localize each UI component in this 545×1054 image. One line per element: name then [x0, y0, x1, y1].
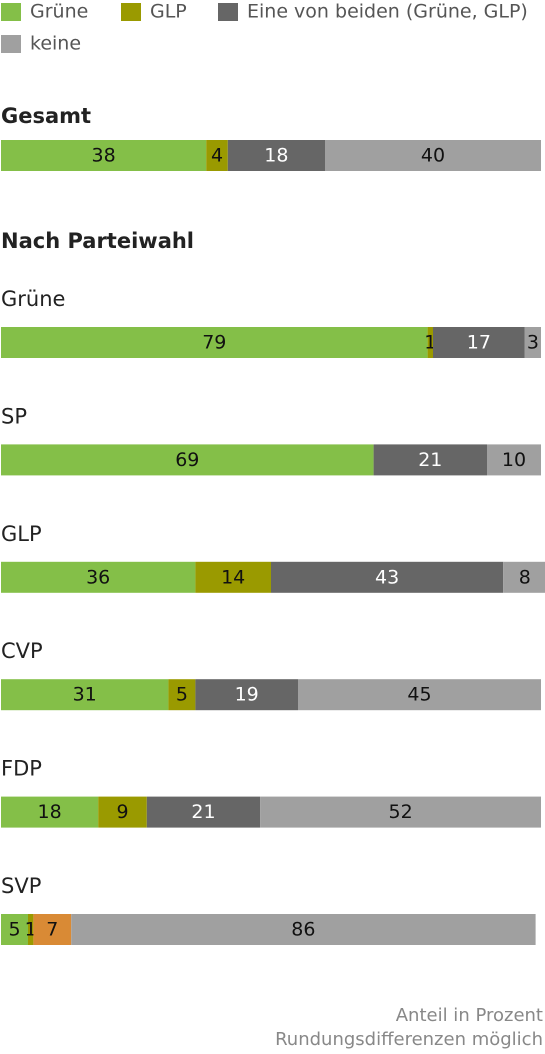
legend-swatch [1, 35, 21, 53]
bar-segment [325, 140, 541, 171]
value-label: 4 [211, 145, 223, 167]
legend-swatch [1, 3, 21, 21]
bar-segment [373, 444, 487, 476]
bar-segment [146, 796, 261, 828]
bar-segment [1, 140, 207, 171]
legend-label: GLP [150, 1, 187, 23]
bar-segment [71, 914, 536, 945]
value-label: 40 [421, 145, 445, 167]
value-label: 10 [502, 449, 526, 471]
value-label: 86 [291, 919, 315, 941]
value-label: 21 [191, 801, 215, 823]
value-label: 3 [527, 332, 539, 354]
bar-segment [33, 914, 72, 945]
category-label: SVP [1, 874, 41, 898]
category-label: SP [1, 404, 27, 428]
value-label: 18 [38, 801, 62, 823]
value-label: 8 [519, 566, 531, 588]
value-label: 5 [176, 684, 188, 706]
bar-segment [1, 914, 28, 945]
value-label: 45 [407, 684, 431, 706]
section-title: Nach Parteiwahl [1, 229, 194, 253]
category-label: FDP [1, 757, 42, 781]
bar-segment [433, 327, 525, 358]
value-label: 52 [389, 801, 413, 823]
value-label: 9 [116, 801, 128, 823]
bar-segment [1, 327, 428, 358]
bar-segment [260, 796, 541, 828]
bar-segment [195, 679, 298, 711]
value-label: 14 [221, 566, 245, 588]
value-label: 21 [418, 449, 442, 471]
bar-segment [1, 561, 196, 593]
bar-segment [427, 327, 433, 358]
value-label: 19 [235, 684, 259, 706]
value-label: 31 [73, 684, 97, 706]
bar-segment [206, 140, 228, 171]
legend-label: keine [30, 33, 81, 55]
bar-segment [227, 140, 325, 171]
value-label: 79 [202, 332, 226, 354]
bar-segment [1, 679, 169, 711]
bar-segment [524, 327, 541, 358]
bar-segment [298, 679, 541, 711]
bar-segment [168, 679, 196, 711]
category-label: Grüne [1, 287, 65, 311]
category-label: Gesamt [1, 104, 91, 128]
note: Anteil in Prozent [396, 1005, 543, 1026]
legend-swatch [121, 3, 141, 21]
bar-segment [98, 796, 147, 828]
category-label: GLP [1, 522, 42, 546]
legend-swatch [218, 3, 238, 21]
value-label: 69 [175, 449, 199, 471]
bar-segment [1, 444, 374, 476]
value-label: 17 [467, 332, 491, 354]
bar-segment [271, 561, 504, 593]
bar-segment [28, 914, 34, 945]
value-label: 38 [92, 145, 116, 167]
legend-label: Eine von beiden (Grüne, GLP) [247, 1, 528, 23]
bar-segment [487, 444, 541, 476]
value-label: 43 [375, 566, 399, 588]
value-label: 36 [86, 566, 110, 588]
bar-segment [195, 561, 271, 593]
value-label: 5 [8, 919, 20, 941]
legend-label: Grüne [30, 1, 88, 23]
bar-segment [503, 561, 545, 593]
category-label: CVP [1, 639, 43, 663]
bar-segment [1, 796, 99, 828]
value-label: 18 [264, 145, 288, 167]
value-label: 7 [46, 919, 58, 941]
note: Rundungsdifferenzen möglich [275, 1029, 543, 1050]
